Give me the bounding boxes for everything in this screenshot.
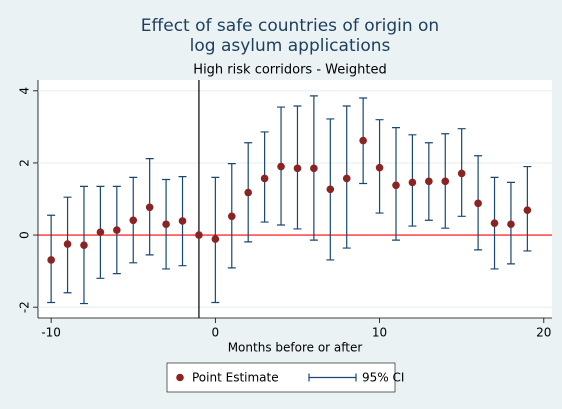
point xyxy=(490,219,499,227)
chart-title: log asylum applications xyxy=(190,36,391,56)
point xyxy=(211,235,220,243)
legend-label: 95% CI xyxy=(362,371,404,385)
point xyxy=(244,188,252,197)
point xyxy=(293,164,302,173)
point xyxy=(326,185,335,194)
point xyxy=(441,177,450,186)
point xyxy=(178,217,187,225)
point xyxy=(260,174,269,183)
point xyxy=(375,163,384,172)
y-tick-label: 4 xyxy=(18,87,32,95)
x-tick-label: 10 xyxy=(372,326,387,340)
point xyxy=(129,216,138,225)
point xyxy=(162,220,170,229)
point xyxy=(359,136,367,145)
y-tick-label: 0 xyxy=(18,231,32,239)
plot-area xyxy=(38,80,552,318)
point xyxy=(507,220,515,229)
point xyxy=(195,231,203,239)
x-tick-label: -10 xyxy=(41,326,61,340)
point xyxy=(63,240,72,248)
point xyxy=(96,228,105,236)
y-tick-label: 2 xyxy=(18,159,32,167)
point xyxy=(523,206,532,214)
point xyxy=(227,212,236,221)
chart-title: Effect of safe countries of origin on xyxy=(141,16,439,36)
legend xyxy=(166,362,396,393)
point xyxy=(80,241,88,249)
legend-marker xyxy=(308,373,357,382)
x-axis-label: Months before or after xyxy=(228,341,363,355)
legend-marker xyxy=(176,373,184,382)
x-tick-label: 0 xyxy=(212,326,220,340)
point xyxy=(408,178,417,187)
point xyxy=(474,199,482,208)
chart-subtitle: High risk corridors - Weighted xyxy=(193,63,386,78)
point xyxy=(342,174,351,183)
legend-label: Point Estimate xyxy=(192,371,279,385)
point xyxy=(392,181,400,190)
x-tick-label: 20 xyxy=(536,326,551,340)
point xyxy=(145,203,154,212)
point xyxy=(457,169,466,178)
point xyxy=(277,162,285,171)
point xyxy=(47,256,55,264)
point xyxy=(113,226,121,234)
y-tick-label: -2 xyxy=(18,301,32,313)
point xyxy=(310,164,318,173)
point xyxy=(425,177,433,186)
